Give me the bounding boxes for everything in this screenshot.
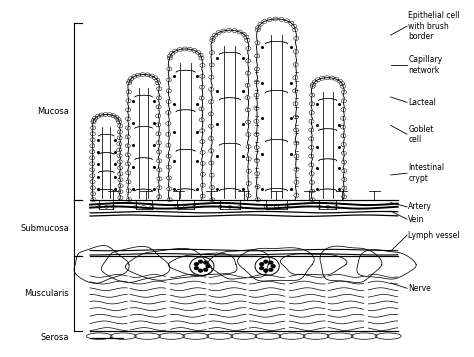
Circle shape [269,268,273,271]
Text: Nerve: Nerve [409,284,431,293]
Circle shape [204,268,208,271]
Text: Lymph vessel: Lymph vessel [409,231,460,240]
Circle shape [194,263,198,266]
Circle shape [199,260,202,263]
Text: Capillary
network: Capillary network [409,55,443,75]
Text: Lacteal: Lacteal [409,98,436,107]
Text: Epithelial cell
with brush
border: Epithelial cell with brush border [409,11,460,41]
Text: Serosa: Serosa [40,333,69,342]
Text: Artery: Artery [409,202,432,211]
Circle shape [269,261,273,264]
Text: Mucosa: Mucosa [37,107,69,116]
Circle shape [264,260,268,263]
Circle shape [204,261,208,264]
Circle shape [199,269,202,272]
Circle shape [260,263,264,266]
Text: Intestinal
crypt: Intestinal crypt [409,164,445,183]
Circle shape [260,267,264,270]
Text: Submucosa: Submucosa [20,223,69,233]
Circle shape [206,265,210,268]
Text: Vein: Vein [409,215,425,224]
Text: Goblet
cell: Goblet cell [409,125,434,144]
Circle shape [264,269,268,272]
Text: Muscularis: Muscularis [24,289,69,298]
Circle shape [271,265,275,268]
Circle shape [194,267,198,270]
